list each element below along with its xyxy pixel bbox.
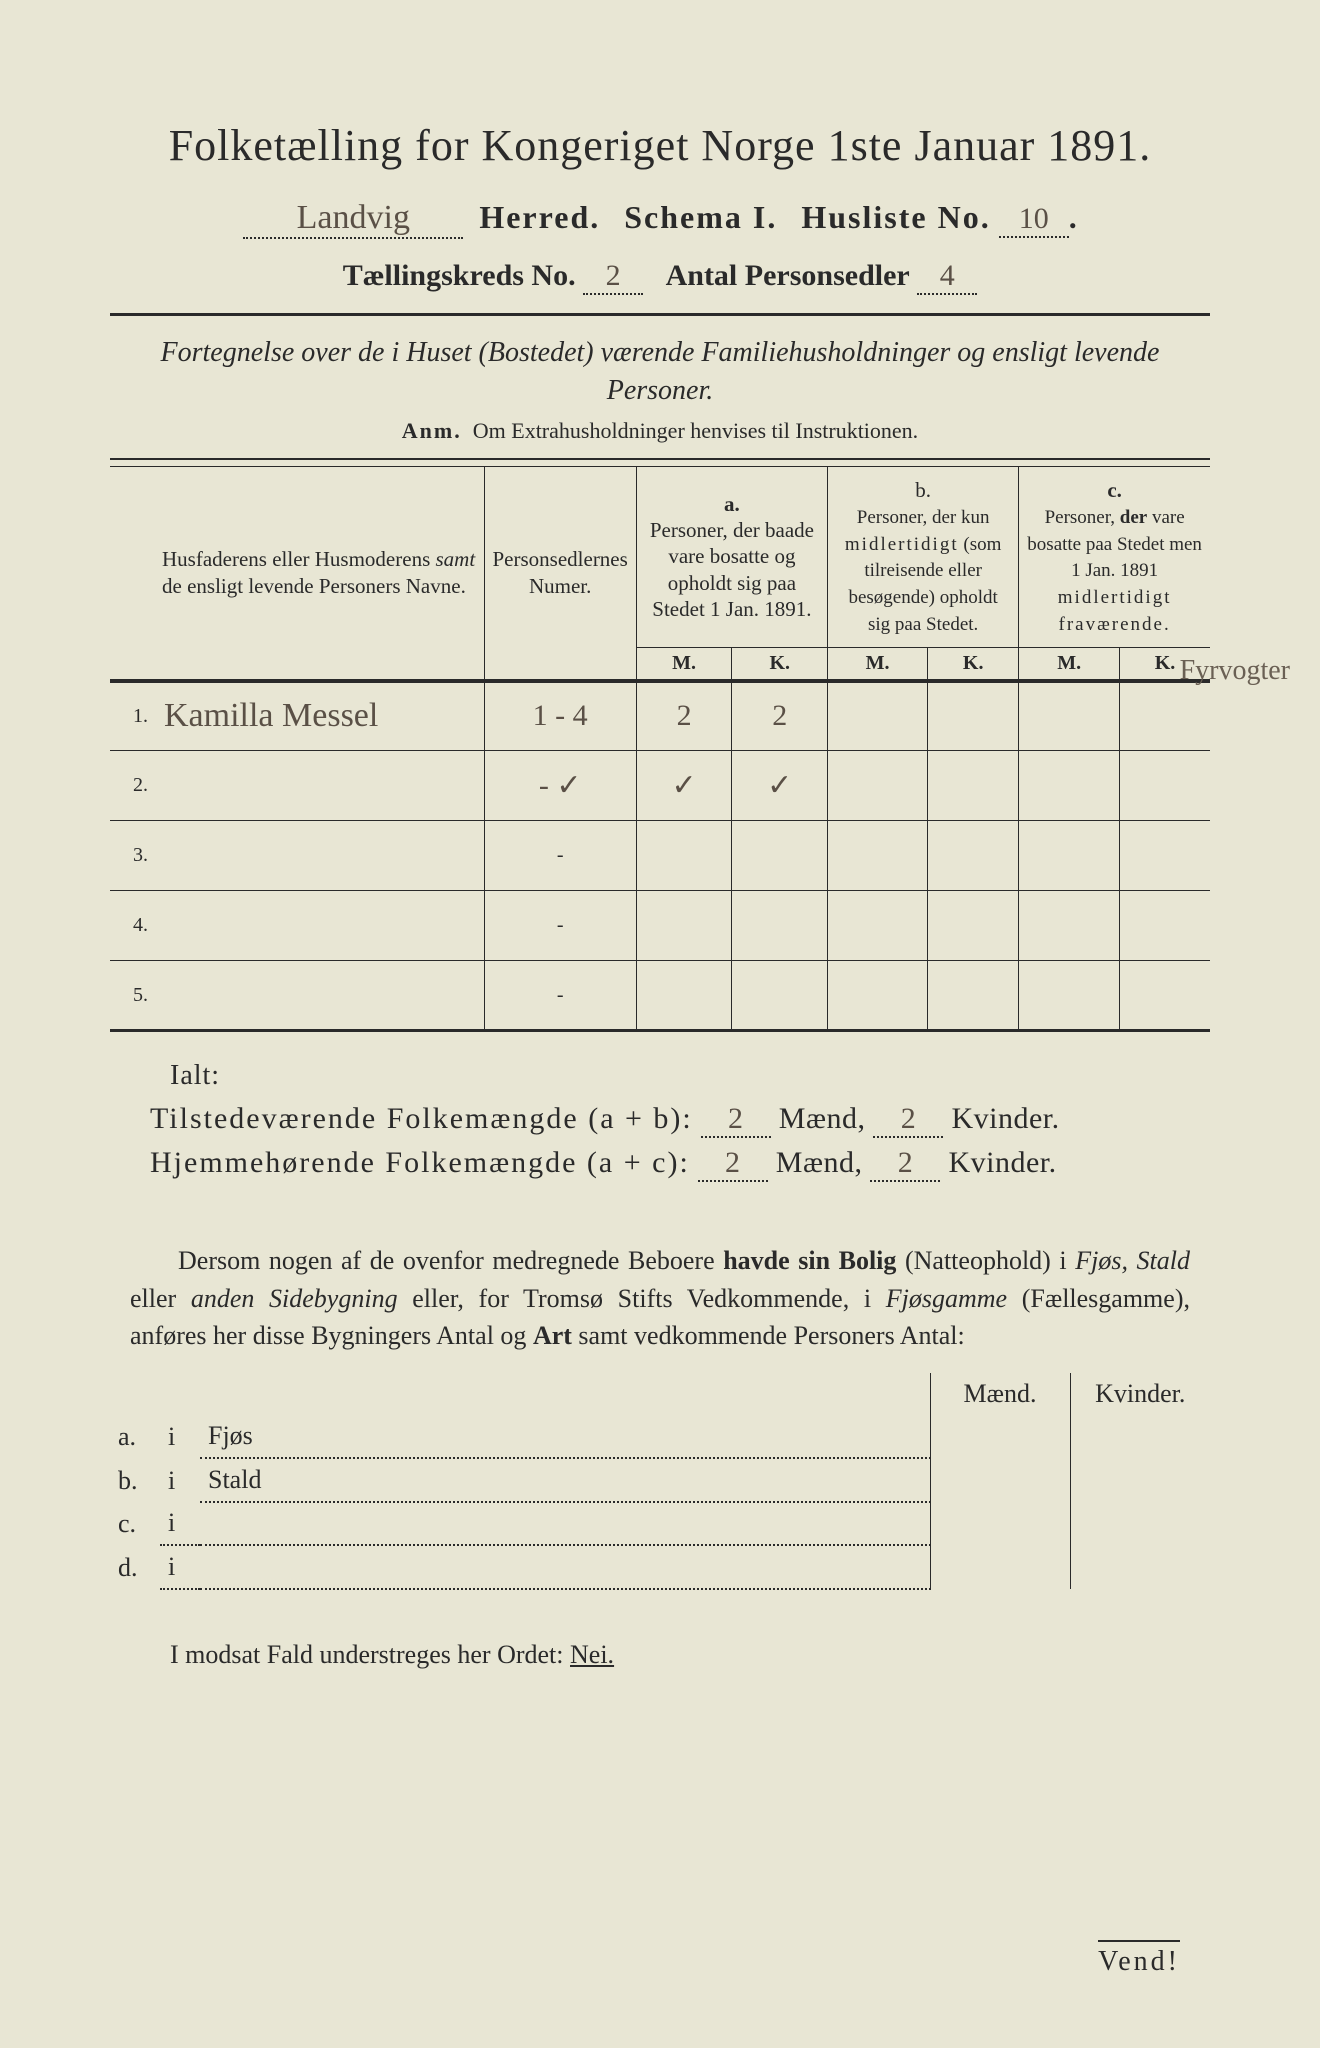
husliste-value: 10: [1019, 202, 1049, 235]
table-row: 4. -: [110, 891, 1210, 961]
bldg-m-hdr: Mænd.: [930, 1373, 1070, 1415]
table-row: 5. -: [110, 961, 1210, 1031]
building-paragraph: Dersom nogen af de ovenfor medregnede Be…: [130, 1242, 1190, 1355]
antal-label: Antal Personsedler: [666, 259, 910, 292]
table-row: 3. -: [110, 821, 1210, 891]
anm-prefix: Anm.: [402, 418, 462, 443]
bldg-k-hdr: Kvinder.: [1070, 1373, 1210, 1415]
page-title: Folketælling for Kongeriget Norge 1ste J…: [110, 120, 1210, 171]
sum2-k: 2: [898, 1146, 914, 1179]
anm-line: Anm. Om Extrahusholdninger henvises til …: [110, 418, 1210, 444]
col-a-txt: Personer, der baade vare bosatte og opho…: [650, 518, 814, 621]
census-form-page: Folketælling for Kongeriget Norge 1ste J…: [0, 0, 1320, 2048]
kreds-label: Tællingskreds No.: [343, 259, 576, 292]
bldg-row: b. i Stald: [110, 1458, 1210, 1502]
antal-value: 4: [940, 259, 955, 292]
col-aM: M.: [636, 647, 732, 681]
col-c-txt: Personer, der vare bosatte paa Stedet me…: [1027, 507, 1202, 635]
summary-resident: Hjemmehørende Folkemængde (a + c): 2 Mæn…: [150, 1146, 1210, 1182]
ialt-label: Ialt:: [170, 1060, 1210, 1092]
col-name: Husfaderens eller Husmoderens samt de en…: [162, 547, 475, 597]
col-b-txt: Personer, der kun midlertidigt (som tilr…: [845, 507, 1001, 635]
col-aK: K.: [732, 647, 828, 681]
schema-label: Schema I.: [624, 199, 777, 235]
kreds-value: 2: [606, 259, 621, 292]
col-a-lbl: a.: [724, 492, 740, 516]
bldg-row: a. i Fjøs: [110, 1415, 1210, 1458]
herred-label: Herred.: [479, 199, 600, 235]
divider: [110, 458, 1210, 460]
table-row: 2. - ✓ ✓ ✓: [110, 751, 1210, 821]
bldg-row: d. i: [110, 1545, 1210, 1589]
margin-annotation: Fyrvogter: [1180, 655, 1290, 687]
household-table: Husfaderens eller Husmoderens samt de en…: [110, 466, 1210, 1033]
nei-line: I modsat Fald understreges her Ordet: Ne…: [170, 1640, 1210, 1670]
anm-text: Om Extrahusholdninger henvises til Instr…: [473, 418, 918, 443]
building-table: Mænd. Kvinder. a. i Fjøs b. i Stald c. i…: [110, 1373, 1210, 1590]
herred-value: Landvig: [297, 199, 410, 236]
subtitle: Fortegnelse over de i Huset (Bostedet) v…: [150, 334, 1170, 410]
col-c-lbl: c.: [1107, 478, 1122, 502]
col-bK: K.: [928, 647, 1019, 681]
col-bM: M.: [828, 647, 928, 681]
name-hw: Kamilla Messel: [164, 697, 378, 734]
nei-word: Nei.: [570, 1640, 614, 1669]
table-row: 1. Kamilla Messel 1 - 4 2 2: [110, 681, 1210, 751]
header-line-kreds: Tællingskreds No. 2 Antal Personsedler 4: [110, 259, 1210, 295]
col-b-lbl: b.: [915, 478, 931, 502]
divider: [110, 313, 1210, 316]
vend-label: Vend!: [1098, 1940, 1180, 1978]
sum1-k: 2: [901, 1102, 917, 1135]
sum1-m: 2: [728, 1102, 744, 1135]
husliste-label: Husliste No.: [801, 199, 990, 235]
sum2-m: 2: [725, 1146, 741, 1179]
header-line-herred: Landvig Herred. Schema I. Husliste No. 1…: [110, 199, 1210, 239]
col-cM: M.: [1019, 647, 1120, 681]
summary-present: Tilstedeværende Folkemængde (a + b): 2 M…: [150, 1102, 1210, 1138]
bldg-row: c. i: [110, 1502, 1210, 1545]
col-num: Personsedlernes Numer.: [484, 466, 636, 681]
